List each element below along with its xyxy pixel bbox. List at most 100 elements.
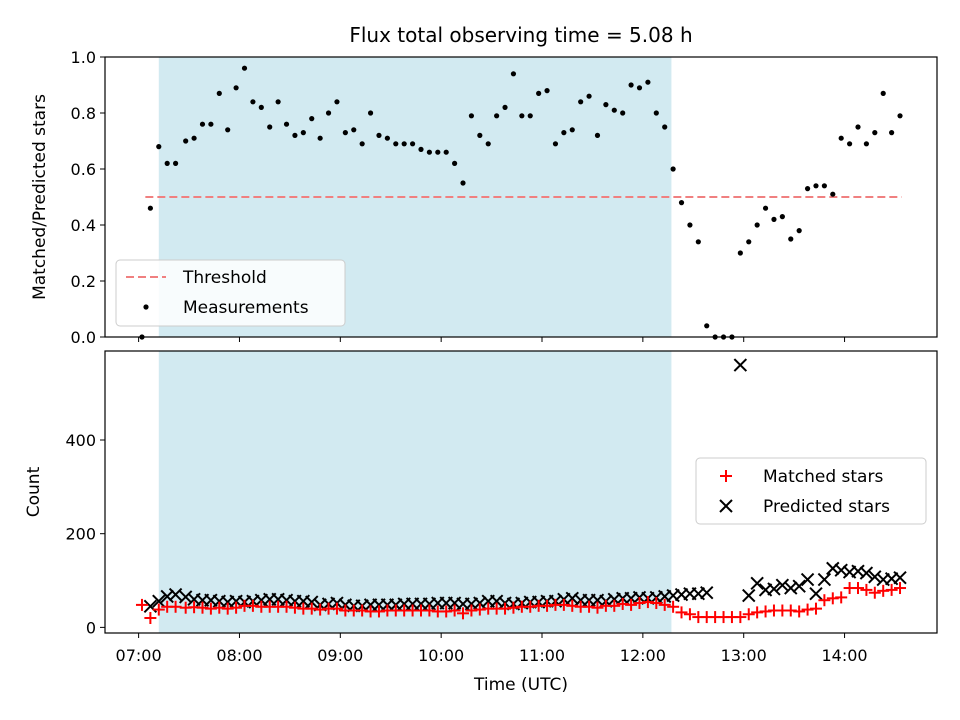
top-y-tick-label: 0.8: [71, 104, 96, 123]
measurement-point: [519, 113, 525, 119]
matched-star-point: [650, 597, 663, 610]
top-legend-box: [115, 259, 346, 327]
threshold-legend-label: Threshold: [182, 268, 267, 288]
measurement-point: [208, 121, 214, 127]
measurement-point: [897, 113, 903, 119]
matched-star-point: [625, 598, 638, 611]
predicted-star-point: [178, 590, 193, 604]
measurement-point: [737, 250, 743, 256]
measurement-point: [418, 146, 424, 152]
predicted-star-point: [767, 582, 781, 596]
measurement-point: [191, 135, 197, 141]
bottom-axes-frame: [104, 350, 938, 634]
measurement-point: [485, 141, 491, 147]
measurement-point: [695, 239, 701, 245]
matched-star-point: [144, 612, 157, 625]
predicted-star-point: [742, 588, 756, 603]
measurement-point: [771, 216, 777, 222]
measurement-point: [401, 141, 407, 147]
predicted-star-point: [473, 596, 487, 610]
predicted-star-point: [834, 563, 848, 577]
measurement-point: [351, 127, 357, 133]
measurements-legend-swatch: [143, 304, 149, 310]
predicted-star-point: [809, 586, 823, 601]
chart-title: Flux total observing time = 5.08 h: [349, 23, 692, 47]
measurement-point: [452, 160, 458, 166]
measurement-point: [216, 90, 222, 96]
measurement-point: [872, 130, 878, 136]
measurement-point: [384, 135, 390, 141]
measurement-point: [552, 141, 559, 147]
x-tick-label: 12:00: [620, 646, 666, 665]
matched-star-point: [448, 604, 461, 617]
measurement-point: [233, 85, 239, 91]
predicted-star-point: [152, 594, 166, 608]
bottom-y-ticks: 0 200 400: [65, 431, 105, 637]
measurement-point: [586, 93, 592, 99]
measurement-point: [300, 130, 306, 136]
measurement-point: [636, 85, 643, 91]
matched-star-point: [742, 608, 755, 621]
predicted-star-point: [775, 578, 790, 592]
top-x-tick-marks: [138, 337, 846, 342]
matched-legend-label: Matched stars: [763, 467, 883, 487]
measurement-point: [393, 141, 399, 147]
measurement-point: [172, 160, 179, 166]
predicted-star-point: [700, 586, 714, 600]
matched-star-point: [868, 586, 881, 599]
measurement-point: [880, 90, 886, 96]
predicted-star-point: [489, 594, 504, 608]
measurement-point: [687, 222, 693, 228]
predicted-star-point: [826, 561, 840, 576]
matched-star-point: [860, 583, 873, 596]
measurement-point: [199, 121, 206, 127]
top-y-ticks: 0.0 0.2 0.4 0.6 0.8 1.0: [71, 48, 105, 347]
bottom-observing-span: [158, 351, 672, 633]
top-panel: 0.0 0.2 0.4 0.6 0.8 1.0 Matched/Predicted sta…: [30, 48, 938, 347]
measurement-point: [258, 104, 264, 110]
measurement-point: [250, 99, 256, 105]
measurement-point: [435, 149, 441, 155]
matched-star-point: [608, 599, 621, 612]
predicted-star-point: [305, 595, 319, 609]
measurement-point: [813, 183, 819, 189]
matched-star-point: [169, 600, 182, 613]
bottom-panel: 0 200 400 07:00 08:00 09:00 10:00 11:00 12:00 13…: [24, 350, 938, 665]
measurement-point: [611, 107, 617, 113]
bottom-y-tick-label: 400: [65, 431, 96, 450]
predicted-star-point: [859, 566, 874, 580]
measurement-point: [788, 236, 794, 242]
x-tick-label: 08:00: [216, 646, 262, 665]
measurement-point: [426, 149, 432, 155]
matched-star-point: [658, 598, 671, 611]
matched-legend-swatch: [720, 470, 732, 482]
top-y-tick-label: 0.0: [71, 328, 96, 347]
matched-star-point: [135, 598, 148, 611]
measurement-point: [325, 110, 332, 116]
measurement-point: [863, 141, 870, 147]
top-legend: Threshold Measurements: [115, 259, 346, 327]
x-tick-label: 11:00: [519, 646, 565, 665]
measurement-point: [267, 124, 273, 130]
measurement-point: [544, 88, 550, 94]
predicted-star-point: [168, 587, 183, 602]
matched-star-point: [591, 601, 604, 614]
measurement-point: [468, 113, 475, 119]
measurement-point: [309, 116, 315, 122]
top-axes-frame: [104, 56, 938, 338]
matched-star-point: [793, 605, 806, 618]
bottom-y-tick-label: 200: [65, 525, 96, 544]
measurement-point: [670, 166, 676, 172]
measurement-point: [603, 102, 609, 108]
measurement-point: [855, 124, 861, 130]
measurement-point: [359, 141, 365, 147]
measurement-point: [578, 99, 584, 105]
predicted-star-point: [565, 591, 579, 606]
bottom-legend: Matched stars Predicted stars: [695, 457, 927, 525]
measurement-point: [678, 200, 685, 206]
measurement-point: [367, 110, 374, 116]
measurement-point: [821, 183, 827, 189]
measurement-point: [762, 205, 769, 211]
matched-star-point: [852, 582, 865, 595]
